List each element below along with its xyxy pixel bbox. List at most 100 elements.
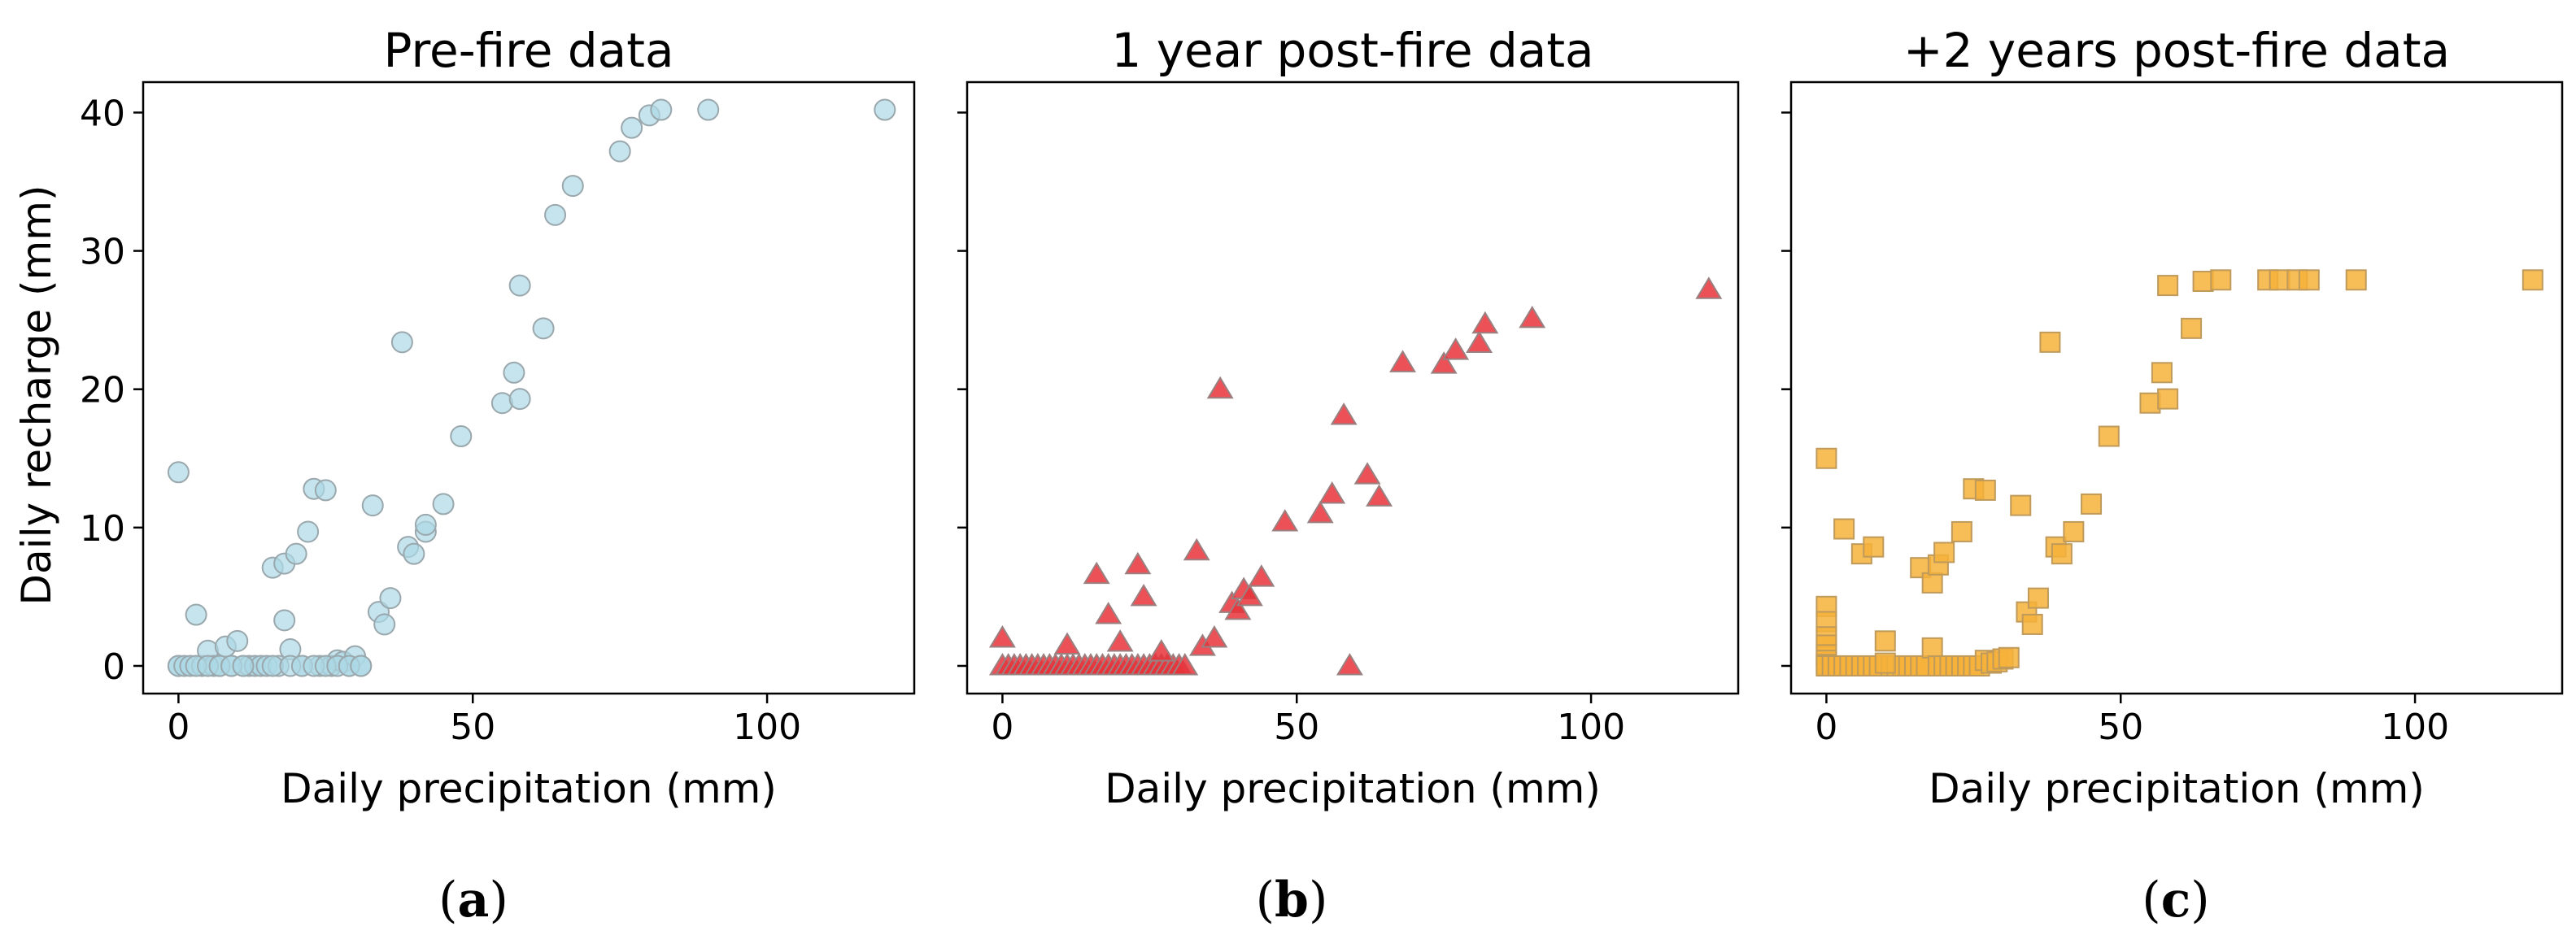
panel-a-y-tick-label: 10 [80,508,125,550]
panel-a-y-tick-label: 20 [80,370,125,411]
panel-c-label: (c) [2142,872,2209,929]
panel-b-x-tick-label: 100 [1557,707,1625,748]
panel-a-point [273,609,296,632]
panel-c-point [2063,520,2085,542]
panel-b-point [1353,462,1381,485]
panel-a-point [379,587,402,610]
panel-a-title: Pre-fire data [383,23,673,78]
panel-c-point [2039,331,2061,353]
panel-c-point [2157,275,2179,297]
panel-b-title: 1 year post-fire data [1111,23,1593,78]
panel-b-point [1124,551,1152,575]
panel-c-point [1921,572,1943,594]
panel-b-point [1471,311,1499,334]
panel-c-point [2522,269,2543,291]
panel-b-point [1319,481,1346,504]
y-axis-label: Daily recharge (mm) [13,185,60,606]
panel-b-point [1206,376,1234,399]
panel-c-point [2027,587,2049,609]
panel-b-point [1248,564,1275,587]
panel-b-point [1519,305,1546,328]
panel-c-point [1874,630,1896,652]
panel-a-x-ticks: 0 50 100 [167,694,801,748]
panel-a-y-tick-label: 0 [102,646,125,688]
panel-a-x-tick-label: 50 [450,707,495,748]
panel-b-x-tick-label: 50 [1274,707,1319,748]
panel-a-axes-frame [142,80,916,695]
panel-a-point [232,655,255,677]
panel-a-y-tick-label: 30 [80,232,125,273]
panel-a-point [167,461,190,484]
panel-a-point [697,98,720,121]
panel-b-point [1330,402,1358,425]
panel-a-point [314,479,337,502]
panel-b-point [1095,602,1122,624]
panel-a-point [508,388,531,411]
panel-c-point [1833,518,1855,540]
panel-a-point [285,542,307,565]
panel-b-point [1201,625,1228,648]
panel-b-point [1236,583,1263,607]
panel-b-point [1336,653,1363,676]
panel-c-point [1921,637,1943,659]
panel-b-point [1148,639,1175,662]
panel-c-point [1998,646,2020,668]
panel-c-point [1974,479,1996,501]
panel-c-x-tick-label: 100 [2381,707,2449,748]
panel-c-point [2181,317,2203,339]
panel-b-point [1389,350,1416,372]
panel-b-label: (b) [1256,872,1328,929]
panel-b-point [1130,583,1157,607]
panel-c-title: +2 years post-fire data [1903,23,2450,78]
panel-c-point [2098,425,2120,447]
panel-c-point [2210,269,2232,291]
panel-b-x-ticks: 0 50 100 [991,694,1625,748]
panel-a: Pre-fire data 0 50 100 0 10 20 30 40 Daily pre… [80,23,916,929]
panel-c-point [2010,494,2032,516]
panel-a-y-tick-label: 40 [80,93,125,134]
panel-c-point [2298,269,2320,291]
panel-c-point [2269,269,2291,291]
panel-b-x-tick-label: 0 [991,707,1013,748]
panel-b-label-letter: b [1275,872,1309,929]
panel-b-point [1306,500,1334,524]
panel-a-point [503,361,525,384]
panel-c-x-axis-label: Daily precipitation (mm) [1929,765,2425,812]
panel-c-point [1933,542,1955,563]
panel-b-point [1442,337,1470,360]
panel-b-point [988,625,1016,648]
panel-c-point [2192,270,2214,292]
panel-a-label: (a) [438,872,508,929]
panel-a-points [167,98,896,677]
panel-a-point [532,317,555,340]
panel-a-point [621,116,643,139]
panel-c-x-tick-label: 0 [1815,707,1837,748]
panel-b: 1 year post-fire data 0 50 100 Daily preci… [957,23,1740,929]
panel-a-point [297,520,320,543]
panel-a-x-tick-label: 0 [167,707,190,748]
panel-b-point [1224,597,1252,620]
panel-c-point [2051,543,2073,565]
panel-c-x-tick-label: 50 [2098,707,2143,748]
panel-c-point [2139,392,2161,414]
panel-c-axes-frame [1789,80,2564,695]
panel-a-x-axis-label: Daily precipitation (mm) [281,765,777,812]
panel-a-point [226,629,249,652]
panel-a-label-letter: a [458,872,490,929]
panel-b-point [1366,484,1393,507]
panel-b-axes-frame [965,80,1740,695]
panel-c-point [1863,536,1885,558]
panel-a-x-tick-label: 100 [733,707,801,748]
panel-c-x-ticks: 0 50 100 [1815,694,2449,748]
panel-a-point [432,493,455,516]
panel-c-point [1815,447,1837,469]
panel-a-point [650,98,673,121]
panel-b-point [1106,629,1134,652]
panel-c-point [2157,388,2179,410]
panel-c-label-letter: c [2161,872,2191,929]
panel-a-point [390,331,413,354]
panel-b-x-axis-label: Daily precipitation (mm) [1105,765,1601,812]
panel-c-point [1951,520,1972,542]
panel-b-point [1466,330,1493,354]
